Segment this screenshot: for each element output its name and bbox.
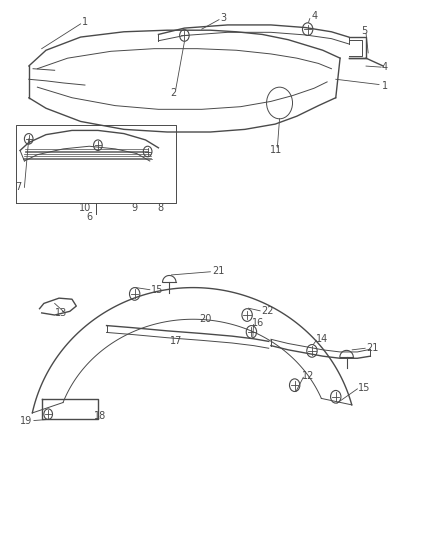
Text: 10: 10	[79, 204, 91, 214]
Text: 7: 7	[15, 182, 21, 192]
Text: 15: 15	[151, 285, 163, 295]
Text: 12: 12	[302, 370, 314, 381]
Text: 15: 15	[358, 383, 370, 393]
Text: 14: 14	[316, 334, 328, 344]
Text: 5: 5	[361, 26, 367, 36]
Text: 11: 11	[270, 146, 283, 156]
Text: 22: 22	[261, 306, 274, 316]
Text: 3: 3	[220, 13, 226, 22]
Text: 1: 1	[381, 80, 388, 91]
Text: 6: 6	[86, 213, 92, 222]
Text: 8: 8	[158, 204, 164, 214]
Text: 16: 16	[252, 318, 264, 328]
Text: 17: 17	[170, 336, 182, 346]
Text: 21: 21	[366, 343, 378, 353]
Text: 2: 2	[170, 88, 177, 99]
Text: 21: 21	[212, 266, 224, 276]
Text: 19: 19	[21, 416, 33, 426]
Text: 13: 13	[55, 308, 67, 318]
Text: 18: 18	[94, 411, 106, 421]
Text: 1: 1	[82, 17, 88, 27]
Text: 4: 4	[311, 12, 317, 21]
Text: 4: 4	[381, 62, 388, 72]
Text: 20: 20	[199, 314, 212, 324]
Text: 9: 9	[131, 204, 138, 214]
